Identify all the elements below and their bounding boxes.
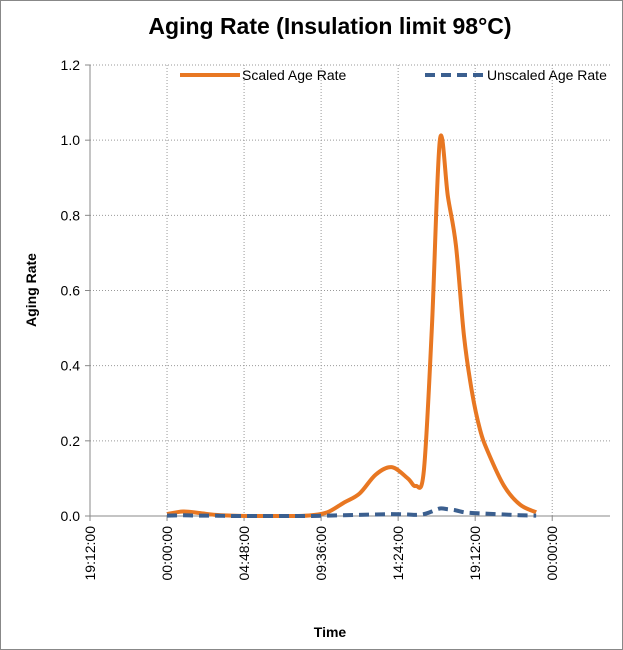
x-tick-label: 00:00:00: [544, 526, 560, 581]
series-line: [166, 506, 537, 519]
x-tick-label: 19:12:00: [467, 526, 483, 581]
y-tick-label: 1.0: [61, 132, 81, 148]
y-tick-label: 1.2: [61, 57, 81, 73]
y-tick-label: 0.8: [61, 207, 81, 223]
y-tick-label: 0.6: [61, 283, 81, 299]
y-tick-label: 0.0: [61, 508, 81, 524]
x-tick-label: 00:00:00: [159, 526, 175, 581]
legend-label: Scaled Age Rate: [242, 67, 347, 83]
y-tick-label: 0.4: [61, 358, 81, 374]
legend-label: Unscaled Age Rate: [487, 67, 607, 83]
x-axis-label: Time: [314, 624, 347, 640]
x-tick-label: 14:24:00: [390, 526, 406, 581]
chart-title: Aging Rate (Insulation limit 98°C): [148, 13, 511, 39]
x-tick-label: 19:12:00: [82, 526, 98, 581]
x-tick-label: 09:36:00: [313, 526, 329, 581]
x-tick-label: 04:48:00: [236, 526, 252, 581]
y-tick-label: 0.2: [61, 433, 81, 449]
y-axis-label: Aging Rate: [23, 253, 39, 327]
